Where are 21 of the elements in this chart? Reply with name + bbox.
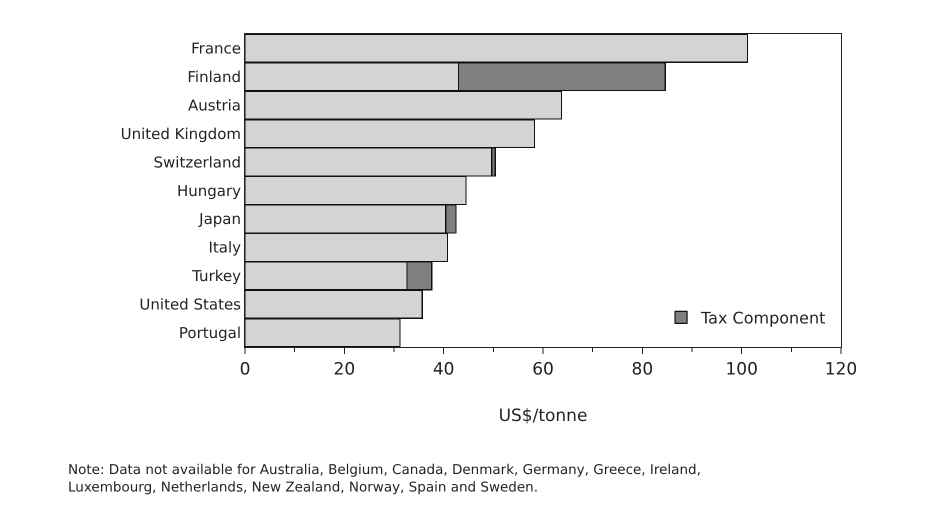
y-tick-label: Italy <box>208 238 242 257</box>
y-tick-label: Turkey <box>191 267 242 286</box>
x-tick-label: 60 <box>532 359 554 380</box>
x-tick-label: 120 <box>824 359 858 380</box>
y-tick-label: United Kingdom <box>120 124 241 143</box>
x-tick-label: 20 <box>334 359 356 380</box>
legend-label: Tax Component <box>700 308 826 328</box>
x-tick-label: 100 <box>725 359 758 380</box>
y-tick-label: Portugal <box>178 324 241 342</box>
x-tick-label: 40 <box>432 359 454 380</box>
y-tick-label: Japan <box>198 210 241 228</box>
y-tick-label: Finland <box>187 68 241 86</box>
x-axis-title: US$/tonne <box>498 406 588 426</box>
y-tick-label: Austria <box>188 96 241 114</box>
y-tick-label: Switzerland <box>154 153 241 172</box>
x-tick-label: 0 <box>240 359 250 380</box>
y-tick-label: Hungary <box>176 182 242 200</box>
y-tick-label: France <box>191 39 241 58</box>
text: Note: Data not available for Australia, Belgium, Canada, Denmark, Germany, Greece, Ireland, Luxembourg, Netherlands, New Zealand, Norway, Spain and Sweden. <box>68 462 701 496</box>
x-tick-label: 80 <box>632 359 654 380</box>
y-tick-label: United States <box>139 296 242 314</box>
